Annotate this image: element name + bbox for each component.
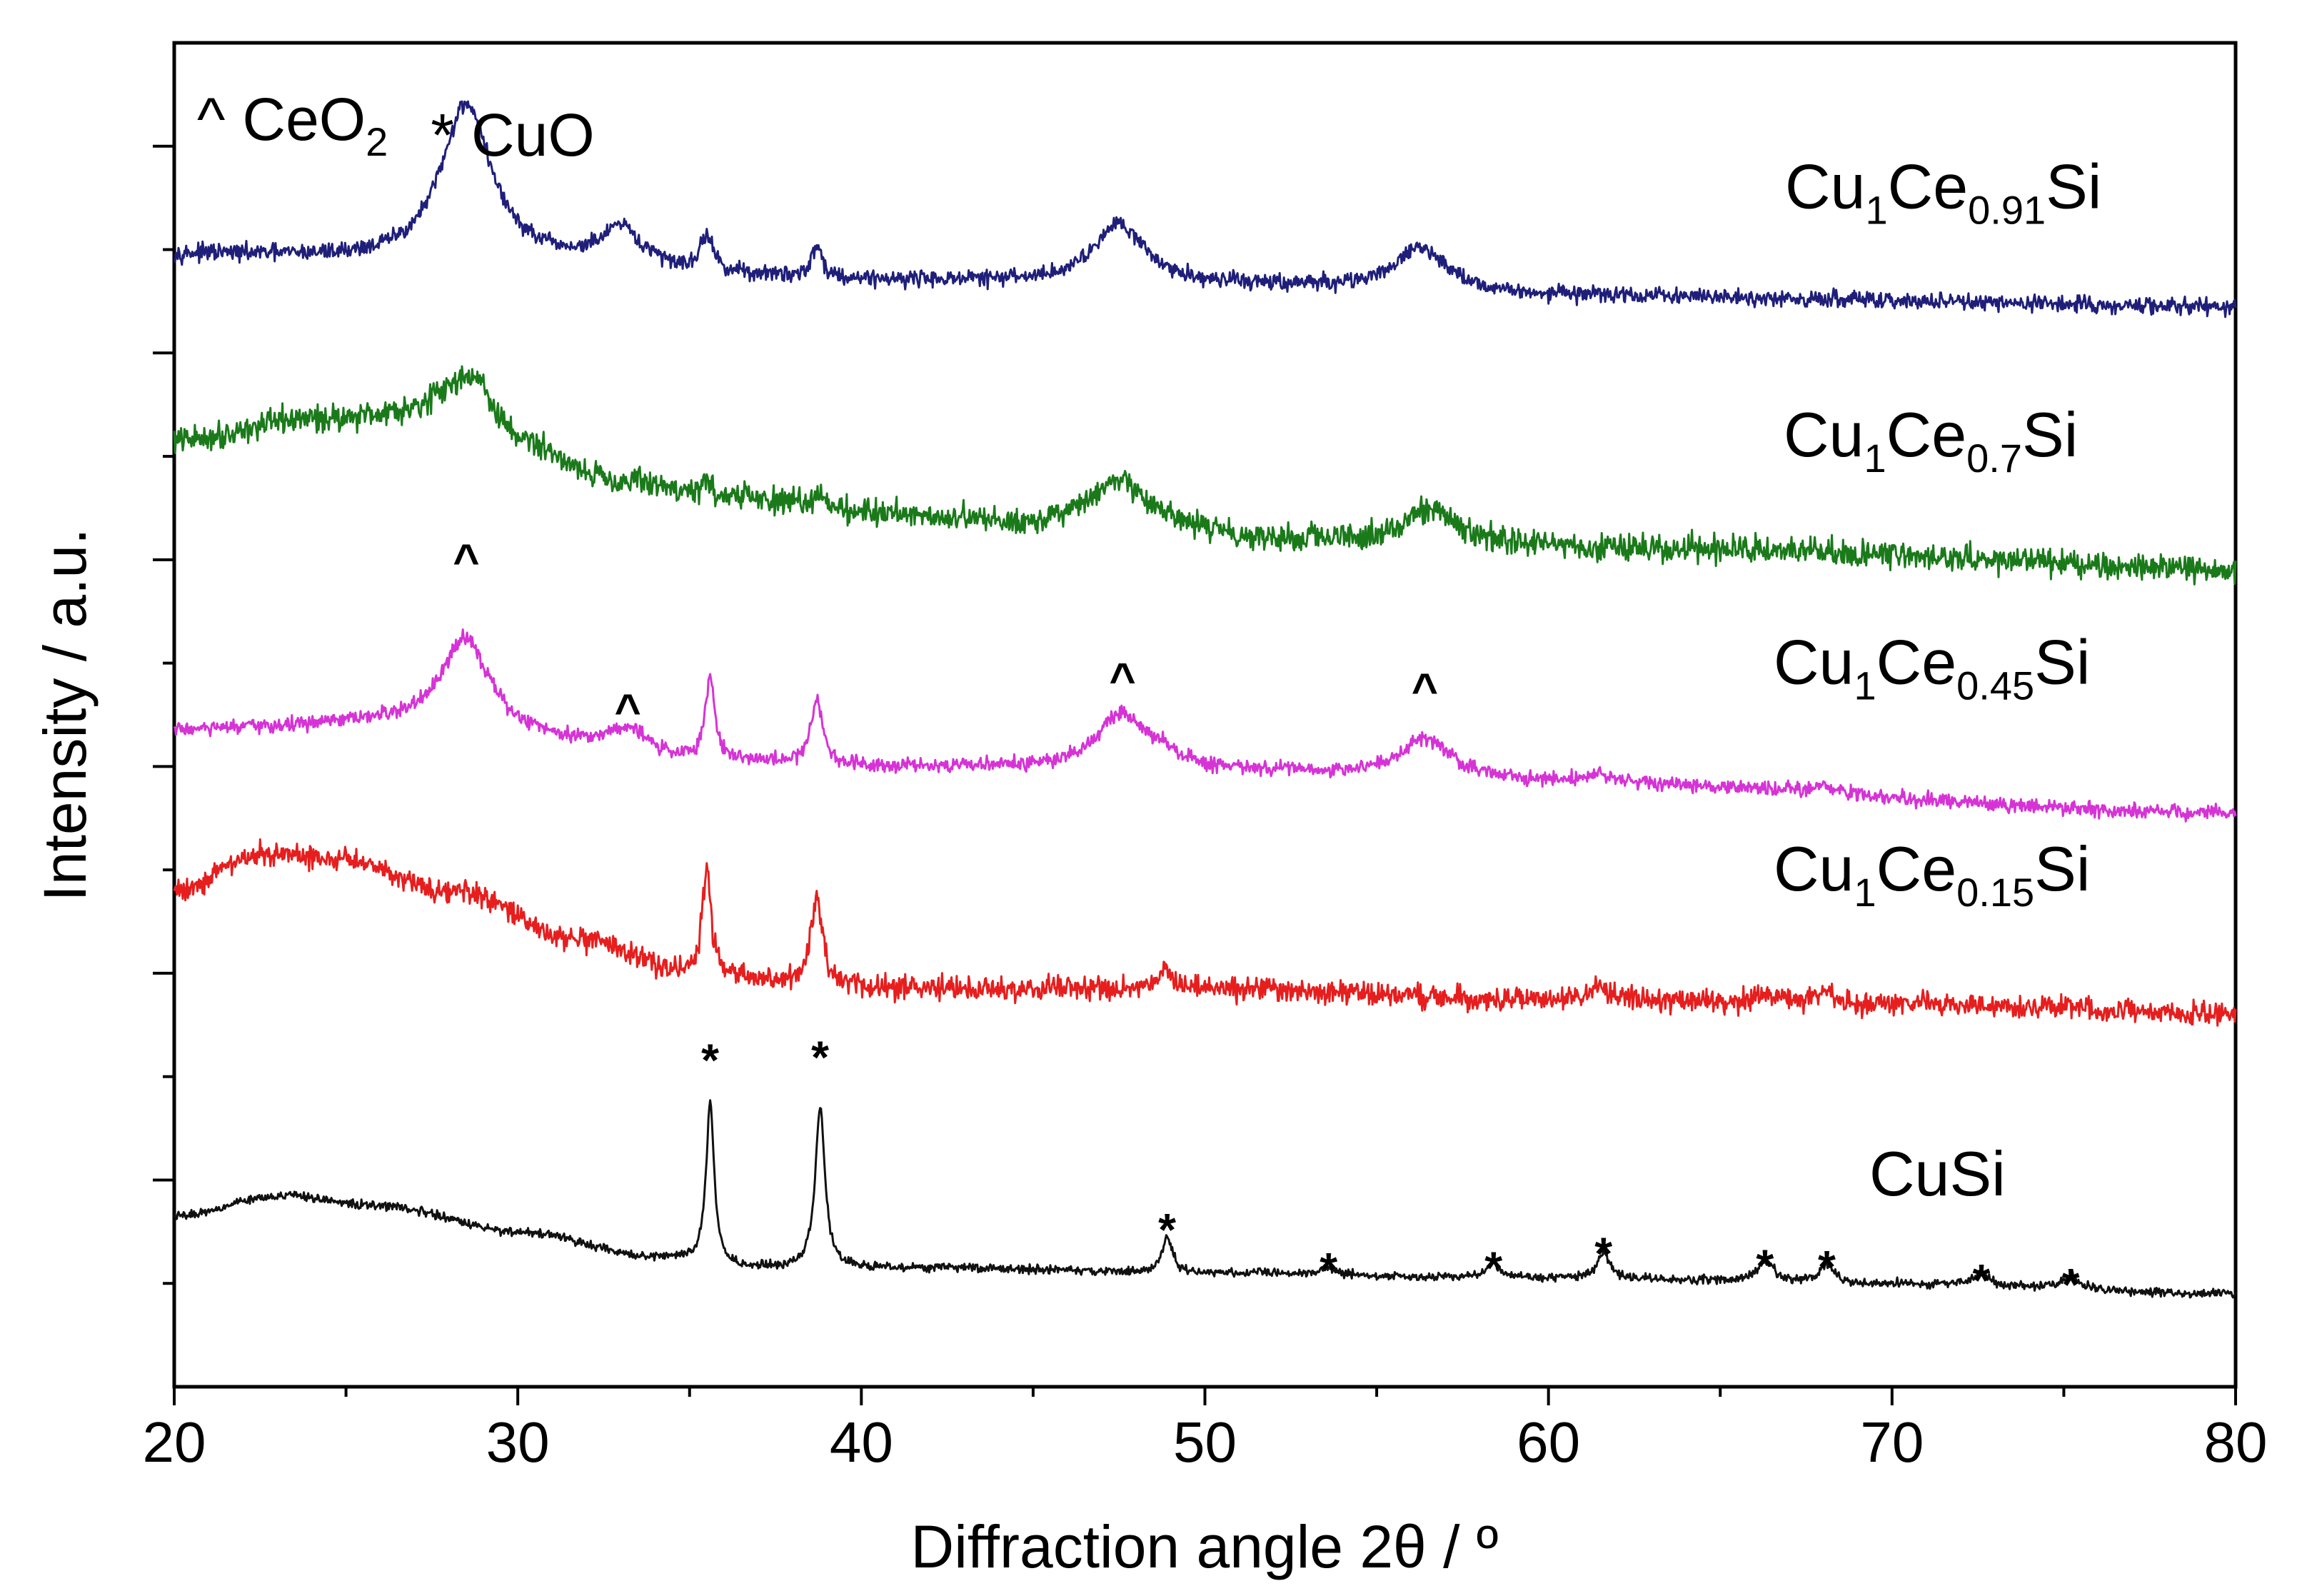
y-axis-ticks xyxy=(153,144,174,1285)
series-line xyxy=(173,100,2237,318)
x-tick-label: 80 xyxy=(2204,1410,2268,1474)
cuo-peak-marker: * xyxy=(1158,1204,1176,1255)
series-label: Cu1Ce0.15Si xyxy=(1774,833,2090,915)
legend-symbol: * xyxy=(431,101,454,169)
series-label-part: Cu xyxy=(1785,151,1866,222)
series-label-part: Ce xyxy=(1888,151,1969,222)
series-label-part: 0.7 xyxy=(1966,436,2022,481)
series-line xyxy=(173,838,2237,1027)
series-label-part: 1 xyxy=(1866,188,1888,233)
series-label-part: Si xyxy=(2022,399,2078,470)
series-label-part: Ce xyxy=(1876,627,1957,698)
series-label-part: 0.91 xyxy=(1968,188,2046,233)
series-label-part: Cu xyxy=(1784,399,1864,470)
series-label-part: 1 xyxy=(1854,663,1876,708)
x-tick-label: 40 xyxy=(830,1410,893,1474)
legend: ^ CeO2 * CuO xyxy=(197,86,595,169)
series-label: CuSi xyxy=(1869,1138,2006,1209)
series-line xyxy=(173,628,2237,823)
series-label: Cu1Ce0.45Si xyxy=(1774,627,2090,708)
cuo-peak-marker: * xyxy=(1818,1241,1836,1293)
x-tick-label: 70 xyxy=(1860,1410,1924,1474)
series-label-part: Cu xyxy=(1774,833,1854,904)
series-label-part: Ce xyxy=(1876,833,1957,904)
cuo-peak-marker: * xyxy=(1594,1228,1612,1279)
legend-compound: CuO xyxy=(471,101,595,169)
series-label: Cu1Ce0.91Si xyxy=(1785,151,2101,233)
cuo-peak-marker: * xyxy=(1972,1255,1990,1306)
legend-compound: CeO xyxy=(242,86,366,153)
series-label-part: 1 xyxy=(1854,870,1876,915)
ceo2-peak-marker: ^ xyxy=(1412,664,1438,716)
legend-subscript: 2 xyxy=(366,119,388,164)
series-label-part: 0.45 xyxy=(1956,663,2034,708)
series-label-part: Si xyxy=(2034,833,2090,904)
series-line xyxy=(173,365,2237,586)
series-label-part: 1 xyxy=(1864,436,1886,481)
legend-entries: ^ CeO2 * CuO xyxy=(197,86,595,169)
peak-markers: ^ ^ ^ ^ * * * * * * * * * * xyxy=(453,535,2079,1310)
x-axis-title: Diffraction angle 2θ / º xyxy=(911,1513,1499,1580)
y-axis-title: Intensity / a.u. xyxy=(31,528,99,902)
ceo2-peak-marker: ^ xyxy=(1109,653,1135,705)
cuo-peak-marker: * xyxy=(701,1035,719,1086)
series-line xyxy=(173,1099,2237,1299)
x-axis-ticks: 20 30 40 50 60 70 80 xyxy=(143,1387,2268,1474)
series-label-part: Ce xyxy=(1886,399,1967,470)
series-label-part: Si xyxy=(2046,151,2101,222)
x-tick-label: 50 xyxy=(1173,1410,1237,1474)
x-tick-label: 30 xyxy=(486,1410,550,1474)
x-tick-label: 60 xyxy=(1517,1410,1580,1474)
cuo-peak-marker: * xyxy=(1320,1243,1337,1295)
cuo-peak-marker: * xyxy=(1484,1243,1502,1294)
cuo-peak-marker: * xyxy=(811,1031,829,1083)
series-label-part: CuSi xyxy=(1869,1138,2006,1209)
cuo-peak-marker: * xyxy=(1756,1240,1774,1292)
series-label-part: Cu xyxy=(1774,627,1854,698)
legend-symbol: ^ xyxy=(197,86,225,153)
ceo2-peak-marker: ^ xyxy=(614,685,640,736)
series-label-part: 0.15 xyxy=(1956,870,2034,915)
series-label-part: Si xyxy=(2034,627,2090,698)
cuo-peak-marker: * xyxy=(2062,1259,2080,1310)
x-tick-label: 20 xyxy=(143,1410,206,1474)
ceo2-peak-marker: ^ xyxy=(453,535,479,586)
series-layer: Cu1Ce0.91SiCu1Ce0.7SiCu1Ce0.45SiCu1Ce0.1… xyxy=(173,100,2237,1299)
series-label: Cu1Ce0.7Si xyxy=(1784,399,2078,481)
